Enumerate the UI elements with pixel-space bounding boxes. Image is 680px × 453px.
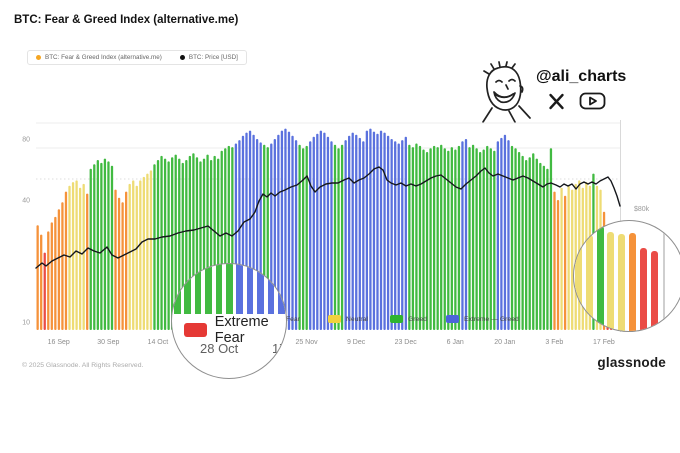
svg-text:3 Feb: 3 Feb <box>545 339 563 346</box>
magnified-date-label: 28 Oct <box>200 341 239 356</box>
svg-text:9 Dec: 9 Dec <box>347 339 366 346</box>
legend-item-extreme-greed: Extreme — Greed <box>446 315 519 323</box>
series-legend: BTC: Fear & Greed Index (alternative.me)… <box>27 50 247 65</box>
extreme-fear-swatch <box>184 323 207 337</box>
svg-text:80: 80 <box>22 137 30 144</box>
price-series-dot-icon <box>179 55 185 60</box>
meme-face-icon <box>482 61 531 123</box>
series-legend-label: BTC: Fear & Greed Index (alternative.me) <box>45 54 162 61</box>
svg-text:23 Dec: 23 Dec <box>395 339 418 346</box>
legend-item-neutral: Neutral <box>328 315 368 323</box>
svg-text:17 Feb: 17 Feb <box>593 339 615 346</box>
youtube-icon <box>579 92 606 110</box>
glassnode-wordmark: glassnode <box>597 355 666 370</box>
svg-text:10: 10 <box>22 320 30 327</box>
extreme-fear-label: Extreme Fear <box>214 314 269 346</box>
series-legend-item-price[interactable]: BTC: Price [USD] <box>179 54 238 61</box>
fear-greed-series-dot-icon <box>36 55 41 60</box>
legend-swatch <box>446 315 459 323</box>
page-title: BTC: Fear & Greed Index (alternative.me) <box>14 14 239 26</box>
watermark: @ali_charts <box>476 60 676 124</box>
svg-text:14 Oct: 14 Oct <box>148 339 169 346</box>
svg-text:25 Nov: 25 Nov <box>295 339 318 346</box>
svg-text:16 Sep: 16 Sep <box>48 339 70 346</box>
svg-text:40: 40 <box>22 198 30 205</box>
magnifier-left: Extreme Fear 28 Oct 17 <box>171 263 287 379</box>
copyright-text: © 2025 Glassnode. All Rights Reserved. <box>22 362 144 369</box>
magnifier-right <box>573 220 680 332</box>
series-legend-item-fear-greed[interactable]: BTC: Fear & Greed Index (alternative.me) <box>36 54 162 61</box>
legend-item-extreme-fear: Extreme Fear <box>184 314 286 346</box>
legend-swatch <box>390 315 403 323</box>
legend-item-greed: Greed <box>390 315 427 323</box>
svg-text:$80k: $80k <box>634 206 650 213</box>
watermark-handle: @ali_charts <box>536 68 627 85</box>
svg-text:20 Jan: 20 Jan <box>494 339 515 346</box>
magnified-axis-line <box>663 221 665 331</box>
svg-text:6 Jan: 6 Jan <box>447 339 464 346</box>
x-logo-icon <box>549 93 564 109</box>
series-legend-label: BTC: Price [USD] <box>188 54 238 61</box>
legend-swatch <box>328 315 341 323</box>
svg-text:30 Sep: 30 Sep <box>97 339 119 346</box>
magnified-date-fragment: 17 <box>272 341 287 356</box>
